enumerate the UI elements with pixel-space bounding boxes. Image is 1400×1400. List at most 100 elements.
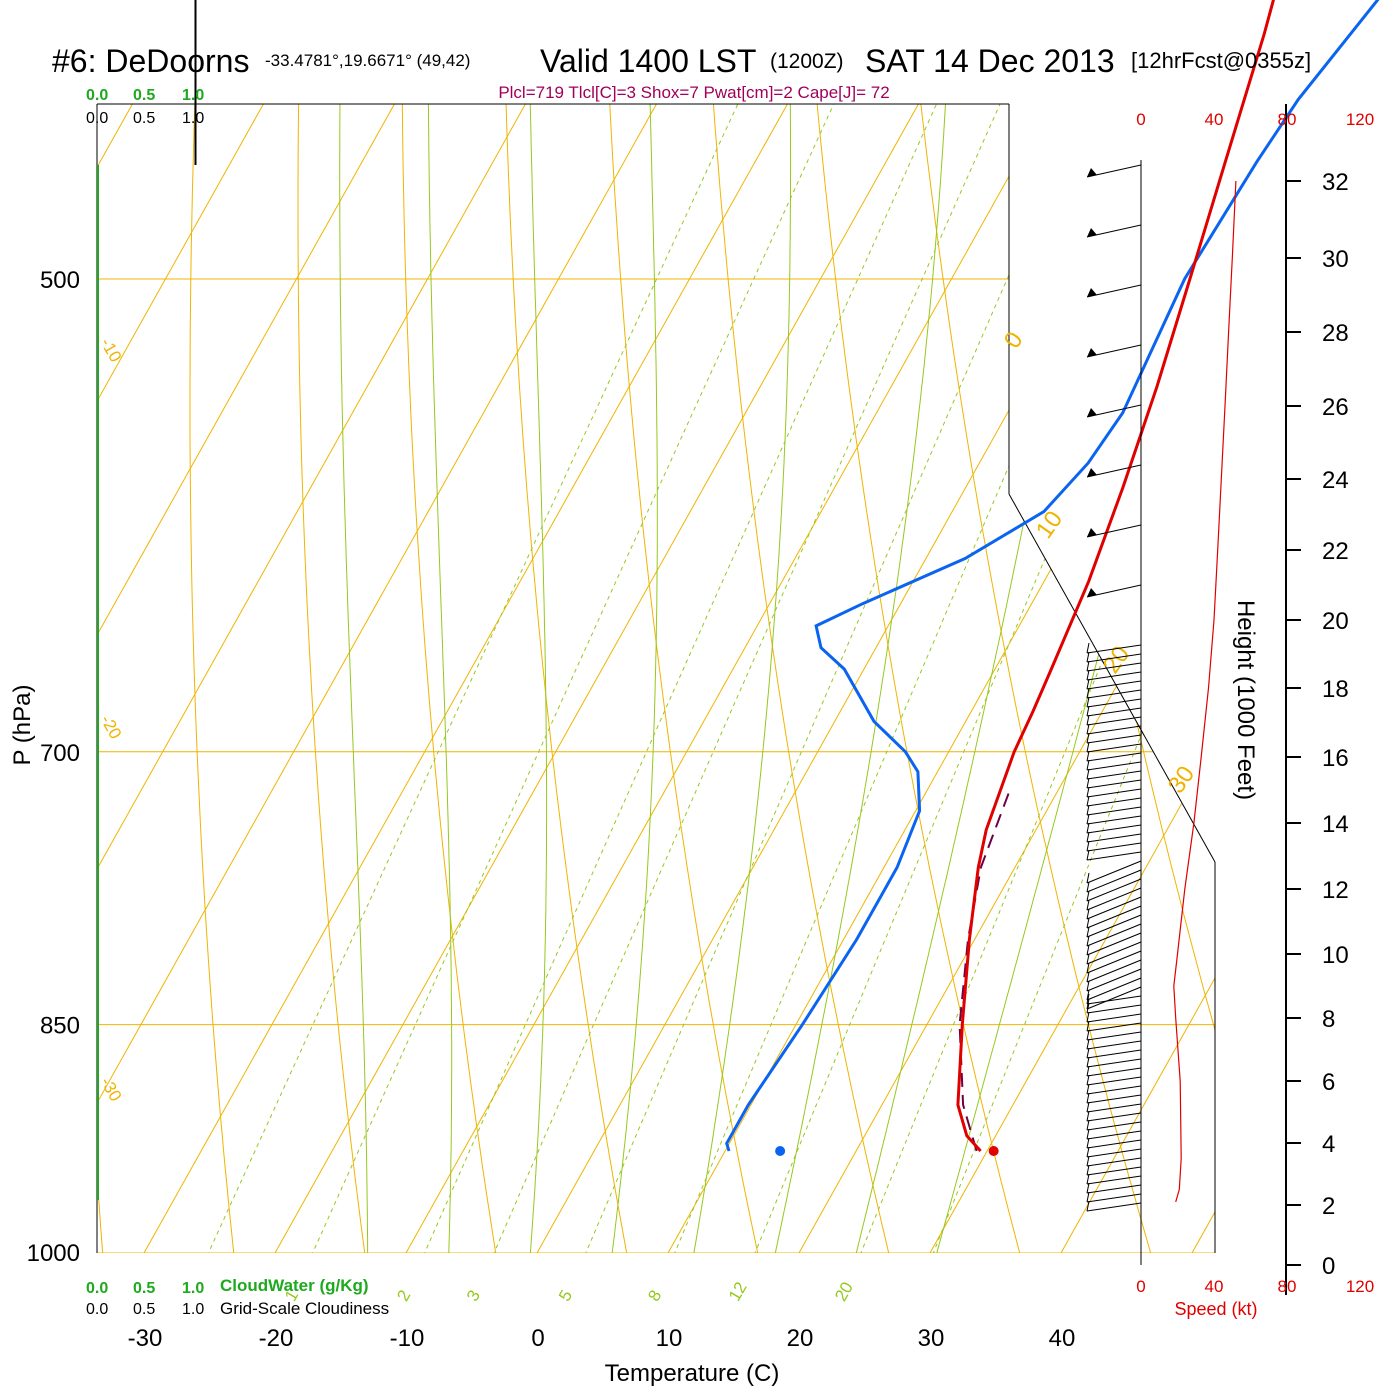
wind-barb-feather [1086,804,1090,816]
dry-adiabat-310 [782,104,1039,1253]
isotherm--40 [97,104,1105,1253]
wind-barb-feather [1086,831,1090,843]
cloudwater-label: CloudWater (g/Kg) [220,1276,369,1295]
wind-barb-staff [1086,887,1142,911]
mixing-ratio-20 [832,104,1215,1253]
temperature-tick-20: 20 [787,1325,814,1352]
wind-barb-staff [1086,950,1142,974]
dry-adiabat-370 [1312,0,1400,1322]
mixing-ratio-3 [463,104,1063,1253]
wind-barb-staff [1086,959,1142,983]
speed-axis-bottom: 0 40 80 120 [1136,1277,1374,1296]
background-lines [0,0,1400,1322]
wind-barb-staff [1086,770,1142,780]
wind-barb-staff [1086,1076,1142,1086]
dewpoint-trace [725,0,1380,1152]
wind-barb-feather [1086,1011,1090,1023]
wind-barb-staff [1086,842,1142,852]
mixing-ratio-0.5 [176,104,803,1253]
cl-tick-0-bottom: 0.0 [86,1301,108,1318]
wind-barb-staff [1086,923,1142,947]
wind-barb-feather [1086,1137,1090,1149]
temperature-tick--10: -10 [390,1325,425,1352]
wind-barb-staff [1086,752,1142,762]
dry-adiabat-240 [97,104,166,1253]
chart-header: #6: DeDoorns -33.4781°,19.6671° (49,42) … [52,43,1311,102]
wind-barb-staff [1086,995,1142,1005]
height-tick-label-26: 26 [1322,394,1349,421]
temperature-tick--30: -30 [128,1325,163,1352]
wind-barb-feather [1086,993,1090,1005]
height-tick-label-8: 8 [1322,1006,1335,1033]
moist-adiabat--10 [339,104,380,1253]
isotherm-50 [1153,104,1215,1253]
mixing-ratio-label-3: 3 [463,1287,484,1305]
isotherm--10 [367,104,1215,1253]
wind-barb-flag [1087,288,1097,297]
wind-barb-staff [1086,932,1142,956]
speed-tick-top-0: 0 [1136,110,1145,129]
isotherm-0 [498,104,1215,1253]
wind-barb-feather [1086,953,1090,965]
height-tick-label-14: 14 [1322,811,1349,838]
wind-barb-feather [1086,1002,1090,1014]
wind-barb-staff [1086,1166,1142,1176]
wind-barb-feather [1086,714,1090,726]
dry-adiabat-300 [691,104,906,1253]
mixing-ratio-5 [556,104,1146,1253]
height-tick-label-28: 28 [1322,320,1349,347]
dry-adiabat-230 [0,0,77,1322]
wind-barb-feather [1086,741,1090,753]
wind-barb-feather [1086,1200,1090,1212]
moist-adiabat-20 [760,104,956,1253]
wind-barb-staff [1086,653,1142,663]
wind-barb-feather [1086,1155,1090,1167]
wind-barb-staff [1086,1121,1142,1131]
wind-barb-feather [1086,1047,1090,1059]
wind-barb-staff [1086,815,1142,825]
cw-tick-1-bottom: 0.5 [133,1280,155,1297]
wind-barb-feather [1086,1092,1090,1104]
wind-barb-staff [1086,878,1142,902]
speed-tick-top-120: 120 [1346,110,1374,129]
wind-barb-feather [1086,732,1090,744]
isotherm-label-right-0: 0 [999,327,1029,353]
pressure-tick-1000: 1000 [27,1240,80,1267]
surface-dewpoint-marker [775,1146,786,1157]
height-tick-label-2: 2 [1322,1193,1335,1220]
wind-barb-staff [1086,662,1142,672]
height-tick-label-4: 4 [1322,1131,1335,1158]
cloudwater-legend-bottom: 0.0 0.5 1.0 CloudWater (g/Kg) 0.0 0.5 1.… [86,1276,389,1318]
height-tick-label-10: 10 [1322,942,1349,969]
cw-tick-0-bottom: 0.0 [86,1280,108,1297]
wind-barb-staff [1086,671,1142,681]
speed-axis-label: Speed (kt) [1174,1299,1257,1319]
pressure-axis: 2503004005007008501000 [27,267,80,1267]
wind-barb-feather [1086,642,1090,654]
wind-barb-staff [1086,968,1142,992]
wind-barb-feather [1086,1164,1090,1176]
temperature-tick-0: 0 [531,1325,544,1352]
mixing-ratio-28 [905,104,1215,1253]
wind-barb-feather [1086,1146,1090,1158]
moist-adiabat-32 [917,104,1215,1253]
cl-tick-0: 0.0 [86,110,108,127]
wind-barb-feather [1086,696,1090,708]
wind-barb-flag [1087,588,1097,597]
isotherm-label--10: -10 [97,335,126,366]
mixing-ratio-label-2: 2 [393,1287,414,1305]
height-tick-label-30: 30 [1322,246,1349,273]
speed-tick-top-40: 40 [1205,110,1224,129]
wind-barb-staff [1086,1139,1142,1149]
wind-barb-feather [1086,786,1090,798]
wind-barb-staff [1086,1184,1142,1194]
isotherm-20 [760,104,1215,1253]
wind-barb-feather [1086,660,1090,672]
isotherm-label-right-10: 10 [1031,506,1068,543]
stability-indices: Plcl=719 Tlcl[C]=3 Shox=7 Pwat[cm]=2 Cap… [498,83,889,102]
cl-tick-1-bottom: 0.5 [133,1301,155,1318]
temperature-tick-40: 40 [1049,1325,1076,1352]
isotherm--80 [97,104,581,1253]
height-tick-label-22: 22 [1322,538,1349,565]
isotherm--50 [97,104,974,1253]
